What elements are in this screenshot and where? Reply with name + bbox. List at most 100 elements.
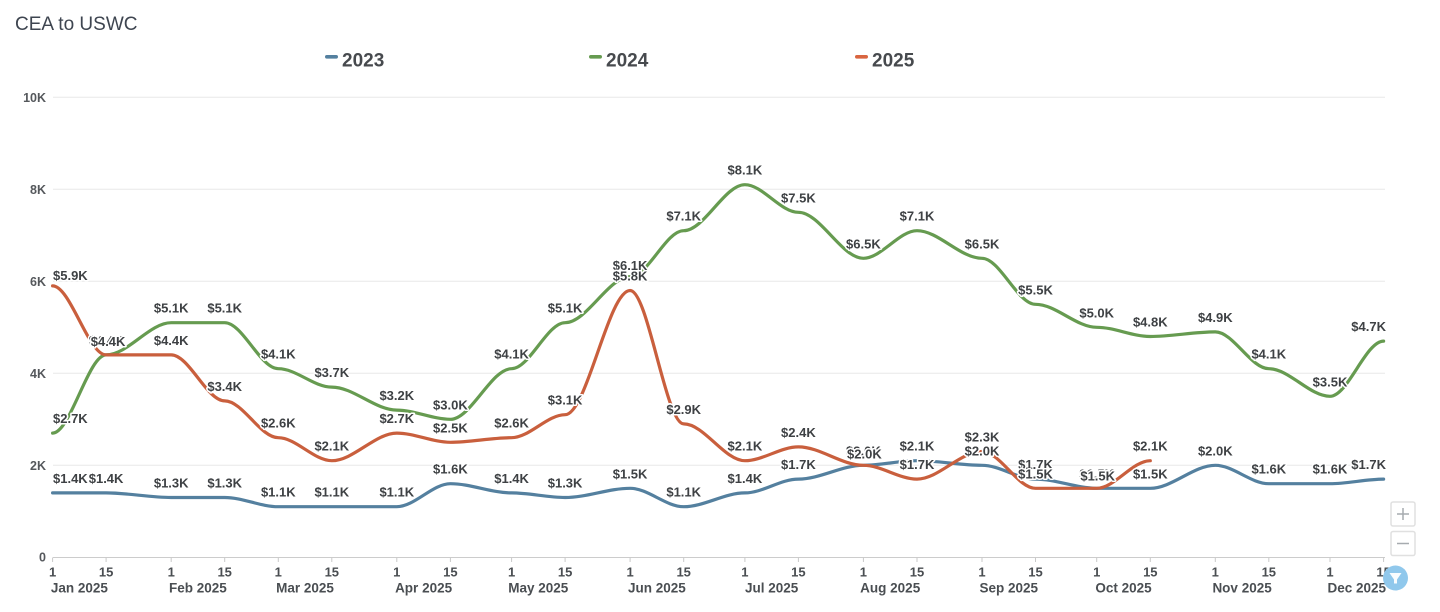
svg-text:$2.1K: $2.1K (1133, 439, 1168, 454)
svg-text:$1.7K: $1.7K (1018, 457, 1053, 472)
svg-text:$1.5K: $1.5K (1018, 466, 1053, 481)
svg-text:Jan 2025: Jan 2025 (51, 581, 109, 596)
svg-text:1: 1 (393, 565, 400, 580)
svg-text:$2.1K: $2.1K (314, 439, 349, 454)
svg-text:$1.4K: $1.4K (53, 471, 88, 486)
svg-text:15: 15 (99, 565, 113, 580)
svg-text:$4.4K: $4.4K (89, 333, 124, 348)
svg-text:May 2025: May 2025 (508, 581, 569, 596)
svg-text:$5.1K: $5.1K (207, 301, 242, 316)
svg-text:4K: 4K (30, 367, 46, 381)
svg-text:$1.1K: $1.1K (666, 485, 701, 500)
svg-text:$5.8K: $5.8K (613, 269, 648, 284)
svg-text:$1.1K: $1.1K (379, 485, 414, 500)
svg-text:Jun 2025: Jun 2025 (628, 581, 686, 596)
svg-text:$1.7K: $1.7K (781, 457, 816, 472)
svg-text:15: 15 (443, 565, 457, 580)
svg-text:1: 1 (508, 565, 515, 580)
svg-text:2025: 2025 (872, 51, 915, 72)
svg-text:Nov 2025: Nov 2025 (1212, 581, 1272, 596)
svg-text:$4.1K: $4.1K (1251, 347, 1286, 362)
svg-text:$2.9K: $2.9K (666, 402, 701, 417)
svg-text:1: 1 (49, 565, 56, 580)
svg-text:$3.4K: $3.4K (207, 379, 242, 394)
svg-text:15: 15 (558, 565, 572, 580)
svg-text:1: 1 (275, 565, 282, 580)
svg-text:$1.5K: $1.5K (613, 466, 648, 481)
svg-text:$3.0K: $3.0K (433, 397, 468, 412)
svg-text:$5.0K: $5.0K (1079, 305, 1114, 320)
svg-text:Sep 2025: Sep 2025 (980, 581, 1039, 596)
svg-text:15: 15 (791, 565, 805, 580)
svg-text:$2.0K: $2.0K (847, 446, 882, 461)
svg-text:15: 15 (325, 565, 339, 580)
svg-text:$7.1K: $7.1K (666, 209, 701, 224)
svg-text:$4.7K: $4.7K (1351, 319, 1386, 334)
svg-text:$1.1K: $1.1K (261, 485, 296, 500)
svg-text:$1.4K: $1.4K (728, 471, 763, 486)
svg-text:$1.5K: $1.5K (1079, 466, 1114, 481)
svg-text:$1.3K: $1.3K (154, 476, 189, 491)
svg-text:$4.4K: $4.4K (154, 333, 189, 348)
svg-text:15: 15 (1028, 565, 1042, 580)
svg-text:$1.6K: $1.6K (433, 462, 468, 477)
svg-text:$2.1K: $2.1K (728, 439, 763, 454)
svg-text:$1.3K: $1.3K (548, 476, 583, 491)
svg-text:$4.9K: $4.9K (1198, 310, 1233, 325)
svg-text:CEA to USWC: CEA to USWC (15, 14, 137, 35)
svg-text:$1.6K: $1.6K (1251, 462, 1286, 477)
svg-text:$5.1K: $5.1K (548, 301, 583, 316)
svg-text:$2.0K: $2.0K (965, 443, 1000, 458)
svg-text:$4.1K: $4.1K (261, 347, 296, 362)
svg-text:$5.5K: $5.5K (1018, 282, 1053, 297)
svg-text:$2.4K: $2.4K (781, 425, 816, 440)
svg-text:$1.4K: $1.4K (494, 471, 529, 486)
svg-text:10K: 10K (23, 91, 46, 105)
svg-text:$1.7K: $1.7K (900, 457, 935, 472)
svg-text:$8.1K: $8.1K (728, 163, 763, 178)
svg-text:15: 15 (910, 565, 924, 580)
svg-text:$4.1K: $4.1K (494, 347, 529, 362)
svg-text:$6.1K: $6.1K (613, 258, 648, 273)
svg-text:$2.0K: $2.0K (846, 443, 881, 458)
svg-text:Aug 2025: Aug 2025 (860, 581, 921, 596)
svg-text:$2.6K: $2.6K (494, 416, 529, 431)
svg-text:Dec 2025: Dec 2025 (1328, 581, 1387, 596)
svg-text:1: 1 (1212, 565, 1219, 580)
svg-text:$1.4K: $1.4K (89, 471, 124, 486)
svg-text:$5.1K: $5.1K (154, 301, 189, 316)
svg-text:$3.1K: $3.1K (548, 393, 583, 408)
svg-text:$7.1K: $7.1K (900, 209, 935, 224)
svg-text:$1.3K: $1.3K (207, 476, 242, 491)
svg-text:Apr 2025: Apr 2025 (395, 581, 453, 596)
svg-text:8K: 8K (30, 183, 46, 197)
svg-text:2K: 2K (30, 459, 46, 473)
svg-text:Mar 2025: Mar 2025 (276, 581, 334, 596)
svg-text:1: 1 (1326, 565, 1333, 580)
svg-text:0: 0 (39, 551, 46, 565)
svg-text:$1.6K: $1.6K (1313, 462, 1348, 477)
svg-text:Oct 2025: Oct 2025 (1095, 581, 1152, 596)
svg-text:15: 15 (676, 565, 690, 580)
svg-text:$2.1K: $2.1K (900, 439, 935, 454)
svg-text:$5.9K: $5.9K (53, 268, 88, 283)
svg-text:$2.3K: $2.3K (965, 430, 1000, 445)
svg-text:$3.5K: $3.5K (1313, 374, 1348, 389)
svg-text:$2.0K: $2.0K (1198, 443, 1233, 458)
svg-text:$3.7K: $3.7K (314, 365, 349, 380)
svg-text:$3.2K: $3.2K (379, 388, 414, 403)
svg-text:Feb 2025: Feb 2025 (169, 581, 227, 596)
svg-text:$1.5K: $1.5K (1080, 468, 1115, 483)
svg-text:$2.7K: $2.7K (379, 411, 414, 426)
svg-text:Jul 2025: Jul 2025 (745, 581, 799, 596)
svg-text:$4.4K: $4.4K (91, 334, 126, 349)
svg-text:$1.5K: $1.5K (1133, 466, 1168, 481)
svg-text:1: 1 (741, 565, 748, 580)
svg-text:$6.5K: $6.5K (846, 236, 881, 251)
svg-text:6K: 6K (30, 275, 46, 289)
svg-text:1: 1 (168, 565, 175, 580)
svg-text:2023: 2023 (342, 51, 384, 72)
svg-text:$2.7K: $2.7K (53, 411, 88, 426)
svg-text:1: 1 (860, 565, 867, 580)
svg-text:$1.7K: $1.7K (1351, 457, 1386, 472)
